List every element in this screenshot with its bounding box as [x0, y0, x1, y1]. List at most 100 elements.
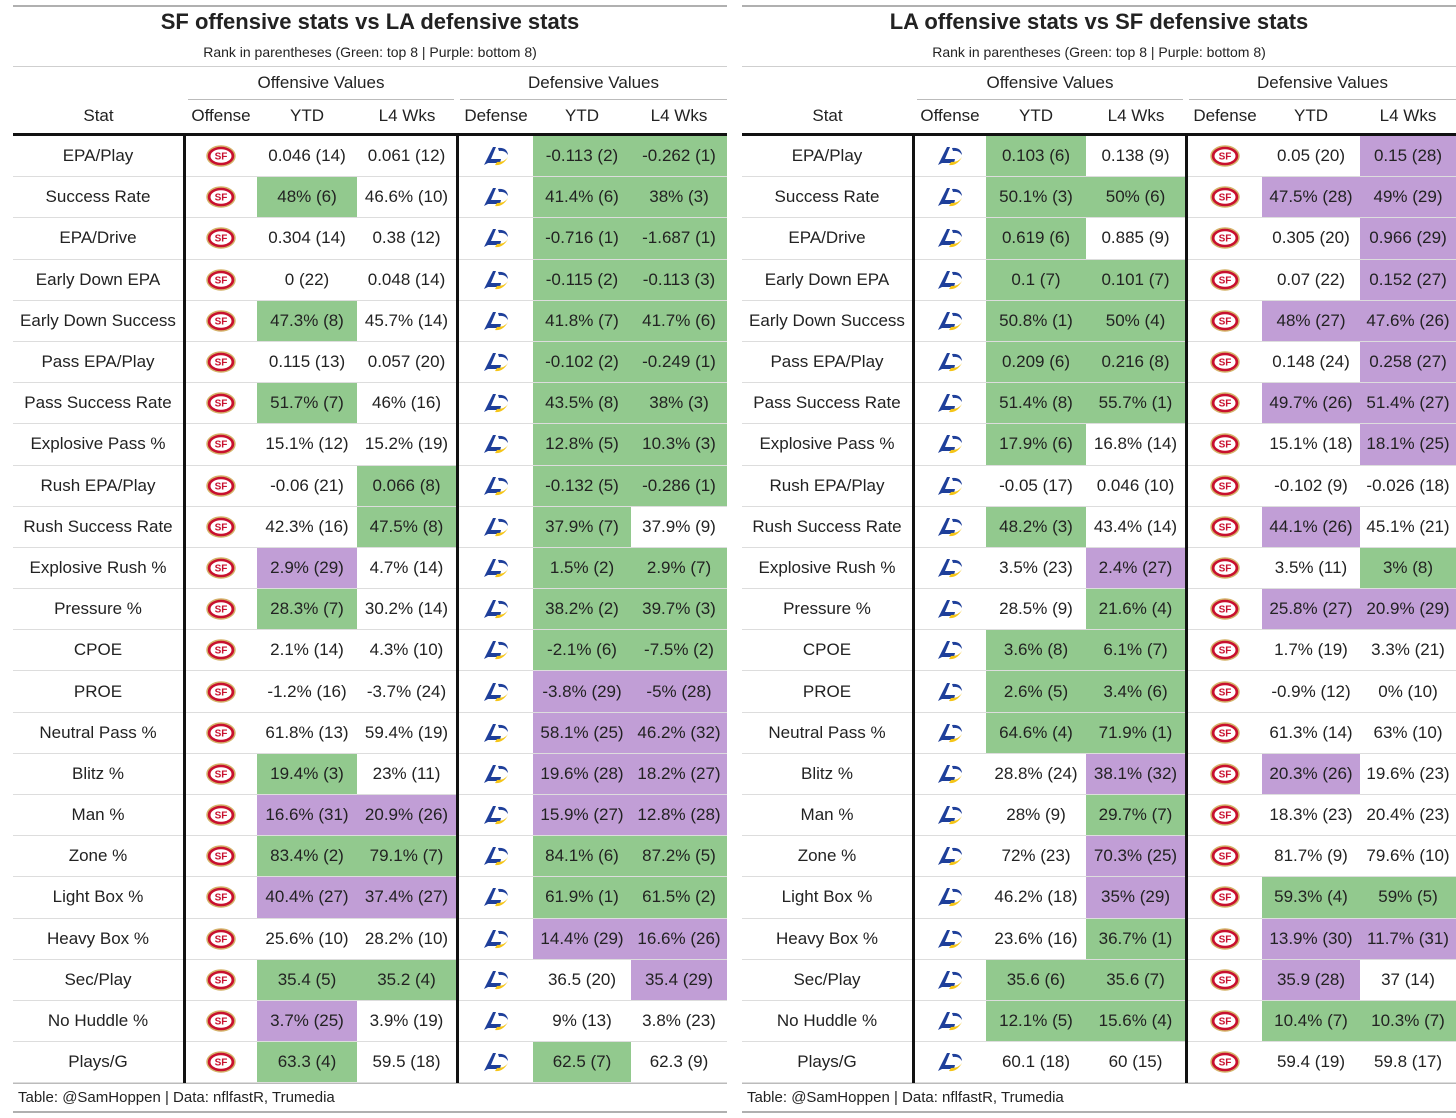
- offense-l4-cell: 0.061 (12): [367, 146, 446, 166]
- sf-logo-icon: SF: [206, 597, 236, 621]
- offense-logo-cell: SF: [186, 177, 256, 217]
- defense-logo-cell: [459, 507, 533, 547]
- offense-l4-cell: 47.5% (8): [357, 506, 456, 547]
- col-header-offense: Offense: [920, 106, 980, 125]
- sf-logo-icon: SF: [1210, 968, 1240, 992]
- sf-logo-icon: SF: [206, 721, 236, 745]
- sf-logo-icon: SF: [206, 638, 236, 662]
- offense-l4-cell: 46% (16): [372, 393, 441, 413]
- bottom-rule: [13, 1111, 727, 1113]
- offense-l4-cell: 15.6% (4): [1086, 1000, 1185, 1042]
- defense-logo-cell: [459, 177, 533, 217]
- svg-text:SF: SF: [215, 769, 228, 780]
- sf-logo-icon: SF: [206, 762, 236, 786]
- table-row: PROE 2.6% (5) 3.4% (6) SF -0.9% (12) 0% (10): [742, 671, 1456, 713]
- la-logo-icon: [481, 927, 511, 951]
- table-row: Explosive Pass % SF 15.1% (12) 15.2% (19) 12…: [13, 424, 727, 466]
- offense-logo-cell: SF: [186, 754, 256, 794]
- defense-logo-cell: [459, 754, 533, 794]
- table-row: Success Rate SF 48% (6) 46.6% (10) 41.4% (6)…: [13, 177, 727, 219]
- offense-logo-cell: SF: [186, 136, 256, 176]
- offense-logo-cell: SF: [186, 671, 256, 711]
- defense-ytd-cell: -0.102 (9): [1274, 475, 1348, 495]
- offense-l4-cell: 3.4% (6): [1086, 671, 1185, 712]
- la-logo-icon: [935, 185, 965, 209]
- defense-logo-cell: [459, 1001, 533, 1041]
- sf-logo-icon: SF: [206, 432, 236, 456]
- stat-name-cell: Blitz %: [72, 763, 124, 783]
- sf-logo-icon: SF: [206, 144, 236, 168]
- table-row: Pass EPA/Play SF 0.115 (13) 0.057 (20) -0.10…: [13, 341, 727, 384]
- defense-logo-cell: [459, 218, 533, 258]
- defense-l4-cell: 11.7% (31): [1360, 918, 1456, 959]
- offense-ytd-cell: 72% (23): [1001, 846, 1071, 866]
- defense-l4-cell: 62.3 (9): [649, 1052, 709, 1072]
- la-logo-icon: [935, 927, 965, 951]
- offense-l4-cell: 0.101 (7): [1086, 259, 1185, 300]
- offense-logo-cell: [915, 836, 985, 876]
- table-row: EPA/Play SF 0.046 (14) 0.061 (12) -0.113 (2)…: [13, 136, 727, 178]
- svg-text:SF: SF: [1219, 852, 1232, 863]
- table-footer: Table: @SamHoppen | Data: nflfastR, Trum…: [747, 1089, 1064, 1106]
- la-logo-icon: [481, 226, 511, 250]
- la-logo-icon: [935, 721, 965, 745]
- offense-l4-cell: 30.2% (14): [364, 599, 449, 619]
- defense-ytd-cell: 61.3% (14): [1269, 722, 1353, 742]
- table-footer: Table: @SamHoppen | Data: nflfastR, Trum…: [18, 1089, 335, 1106]
- svg-text:SF: SF: [215, 893, 228, 904]
- sf-logo-icon: SF: [1210, 680, 1240, 704]
- svg-text:SF: SF: [215, 522, 228, 533]
- defense-l4-cell: 3.3% (21): [1371, 640, 1445, 660]
- offense-logo-cell: [915, 548, 985, 588]
- table-row: CPOE SF 2.1% (14) 4.3% (10) -2.1% (6) -7.5% (…: [13, 630, 727, 672]
- la-logo-icon: [935, 309, 965, 333]
- sf-logo-icon: SF: [1210, 721, 1240, 745]
- defense-l4-cell: 35.4 (29): [631, 959, 727, 1000]
- offense-ytd-cell: 40.4% (27): [257, 877, 357, 918]
- table-row: Neutral Pass % 64.6% (4) 71.9% (1) SF 61.3% …: [742, 712, 1456, 754]
- offense-logo-cell: [915, 260, 985, 300]
- defense-logo-cell: SF: [1188, 177, 1262, 217]
- defense-ytd-cell: -0.716 (1): [533, 218, 631, 259]
- la-logo-icon: [481, 1050, 511, 1074]
- offense-ytd-cell: 47.3% (8): [257, 300, 357, 341]
- la-logo-icon: [481, 309, 511, 333]
- offense-ytd-cell: -0.06 (21): [270, 475, 344, 495]
- la-logo-icon: [935, 391, 965, 415]
- offense-ytd-cell: 2.9% (29): [257, 547, 357, 589]
- offense-ytd-cell: 3.7% (25): [257, 1000, 357, 1042]
- table-row: Man % 28% (9) 29.7% (7) SF 18.3% (23) 20.4% (…: [742, 795, 1456, 837]
- offense-logo-cell: SF: [186, 713, 256, 753]
- defense-l4-cell: 12.8% (28): [631, 795, 727, 836]
- defense-logo-cell: SF: [1188, 424, 1262, 464]
- offense-l4-cell: 46.6% (10): [364, 187, 449, 207]
- la-logo-icon: [935, 1009, 965, 1033]
- defense-ytd-cell: -0.132 (5): [533, 465, 631, 506]
- svg-text:SF: SF: [1219, 769, 1232, 780]
- sf-logo-icon: SF: [1210, 638, 1240, 662]
- table-row: No Huddle % SF 3.7% (25) 3.9% (19) 9% (13) 3.…: [13, 1000, 727, 1043]
- offense-ytd-cell: 51.7% (7): [257, 383, 357, 424]
- stat-name-cell: No Huddle %: [776, 1011, 878, 1031]
- svg-text:SF: SF: [1219, 687, 1232, 698]
- table-row: Man % SF 16.6% (31) 20.9% (26) 15.9% (27) 12.…: [13, 795, 727, 837]
- col-header-stat: Stat: [83, 106, 114, 125]
- la-logo-icon: [481, 144, 511, 168]
- defense-l4-cell: 19.6% (23): [1366, 763, 1450, 783]
- table-row: Early Down Success SF 47.3% (8) 45.7% (14) 4…: [13, 300, 727, 342]
- offense-l4-cell: 0.066 (8): [357, 465, 456, 506]
- defense-l4-cell: 37.9% (9): [642, 516, 716, 536]
- offense-logo-cell: [915, 795, 985, 835]
- svg-text:SF: SF: [215, 1017, 228, 1028]
- table-row: Rush Success Rate 48.2% (3) 43.4% (14) SF 44…: [742, 506, 1456, 548]
- stat-name-cell: CPOE: [73, 640, 123, 660]
- defense-ytd-cell: 81.7% (9): [1274, 846, 1348, 866]
- svg-text:SF: SF: [1219, 440, 1232, 451]
- defense-logo-cell: SF: [1188, 960, 1262, 1000]
- offense-l4-cell: 35% (29): [1086, 877, 1185, 918]
- svg-text:SF: SF: [1219, 152, 1232, 163]
- la-logo-icon: [481, 185, 511, 209]
- defense-logo-cell: SF: [1188, 301, 1262, 341]
- group-header-offense: Offensive Values: [986, 73, 1114, 92]
- table-row: Rush Success Rate SF 42.3% (16) 47.5% (8) 37…: [13, 506, 727, 548]
